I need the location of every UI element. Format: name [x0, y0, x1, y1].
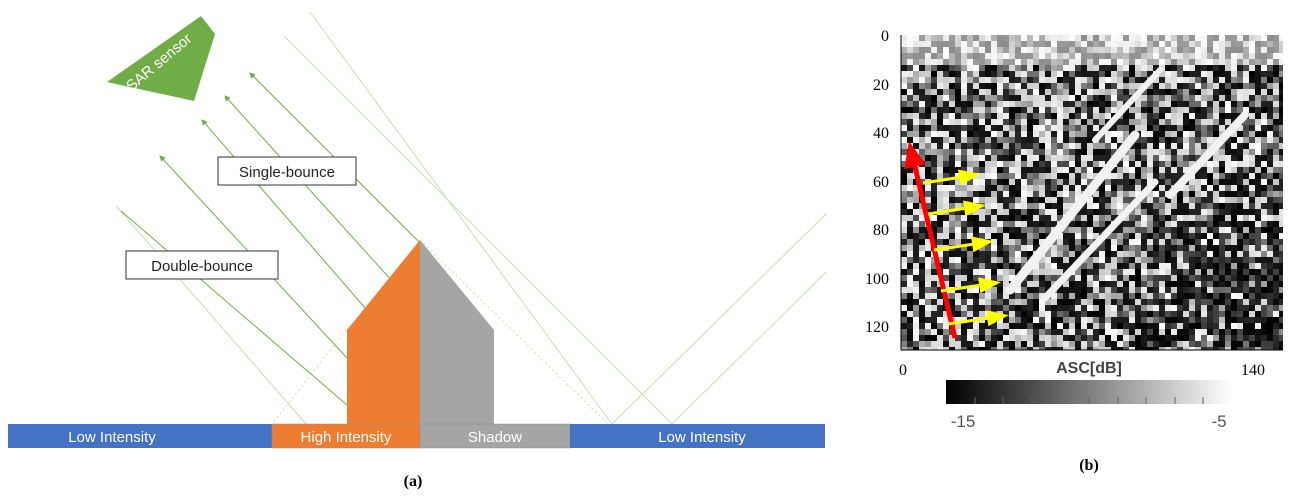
yellow-arrows [922, 169, 1009, 327]
ground-segment-shadow [419, 423, 571, 449]
caption-a: (a) [404, 473, 423, 490]
ground-label-high: High Intensity [301, 429, 392, 446]
double-bounce-callout: Double-bounce [125, 250, 279, 280]
red-arrow [904, 141, 958, 339]
shadow-facade [420, 240, 494, 424]
sar-image [901, 35, 1283, 350]
lit-facade [347, 240, 420, 424]
yellow-arrow [947, 310, 1009, 327]
yellow-arrow [933, 236, 994, 253]
building [347, 240, 494, 424]
yellow-arrow [940, 277, 1001, 294]
ground-segment-low-left [8, 424, 272, 448]
ground-bar: Low Intensity High Intensity Shadow Low … [8, 423, 825, 449]
ground-segment-low-right [570, 424, 825, 448]
x-tick-0: 0 [899, 362, 907, 379]
y-tick-0: 0 [881, 28, 889, 45]
caption-b: (b) [1079, 457, 1099, 474]
y-tick-80: 80 [873, 222, 889, 239]
y-tick-60: 60 [873, 174, 889, 191]
panel-a: SAR sensor Single-bounce Double-bounce L… [8, 11, 827, 490]
annotation-arrows [904, 141, 1009, 339]
sar-sensor-shape [107, 16, 215, 101]
y-tick-120: 120 [865, 319, 889, 336]
double-bounce-label: Double-bounce [151, 258, 253, 275]
colorbar-title: ASC[dB] [1056, 360, 1122, 377]
bright-structures [1005, 67, 1249, 302]
colorbar-max-label: -5 [1211, 412, 1226, 431]
ground-label-low-right: Low Intensity [658, 429, 746, 446]
y-tick-20: 20 [873, 77, 889, 94]
panel-b: 0 20 40 60 80 100 120 0 140 [865, 28, 1283, 474]
y-tick-100: 100 [865, 271, 889, 288]
yellow-arrow [922, 169, 981, 186]
colorbar-min-label: -15 [951, 412, 976, 431]
ground-label-low-left: Low Intensity [68, 429, 156, 446]
single-bounce-callout: Single-bounce [217, 156, 357, 186]
sar-sensor: SAR sensor [107, 16, 215, 101]
yellow-arrow [927, 200, 986, 217]
background-rays [115, 11, 827, 425]
colorbar: ASC[dB] -15 -5 [946, 360, 1232, 431]
single-bounce-label: Single-bounce [239, 164, 335, 181]
x-tick-140: 140 [1241, 362, 1265, 379]
y-tick-40: 40 [873, 125, 889, 142]
ground-label-shadow: Shadow [468, 429, 522, 446]
ground-segment-high [271, 423, 421, 449]
axes: 0 20 40 60 80 100 120 0 140 [865, 28, 1283, 379]
